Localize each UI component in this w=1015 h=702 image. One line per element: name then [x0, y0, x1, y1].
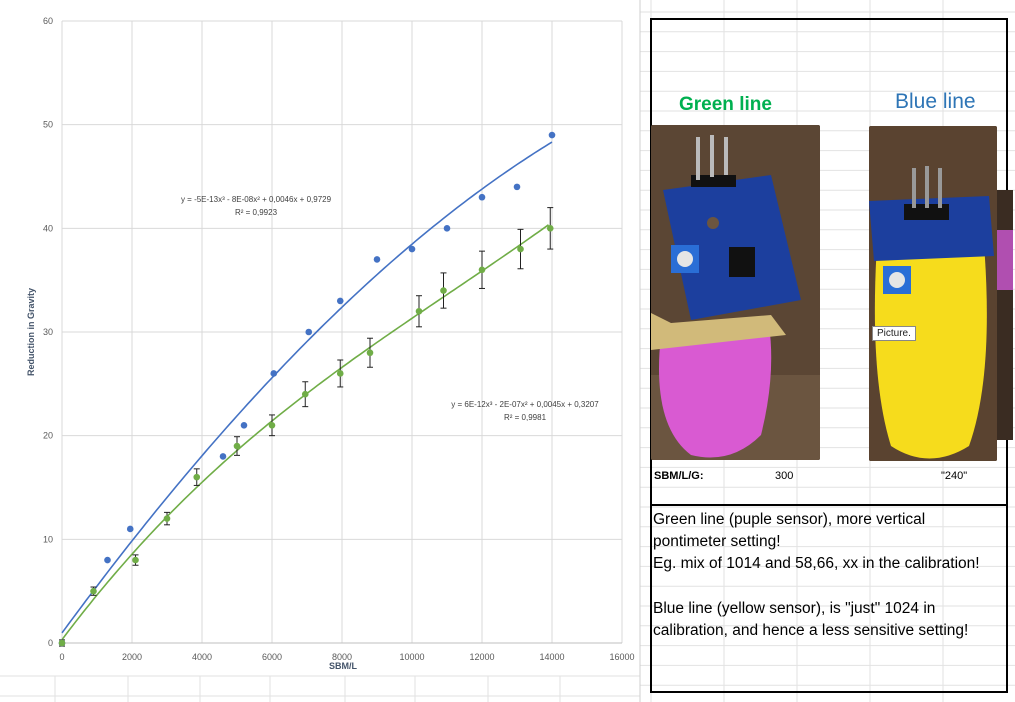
x-tick-label: 0 [59, 652, 64, 662]
blue-line-label: Blue line [895, 90, 976, 113]
x-axis-title: SBM/L [329, 661, 358, 671]
data-point-series-2 [440, 287, 447, 294]
data-point-series-2 [517, 245, 524, 253]
data-point-series-2 [478, 266, 486, 274]
sbm-value-green: 300 [775, 470, 794, 482]
data-point-series-1 [126, 525, 134, 533]
note-line: Eg. mix of 1014 and 58,66, xx in the cal… [653, 555, 980, 572]
scatter-chart: 0 2000 4000 6000 8000 10000 12000 14000 16000 0 10… [26, 16, 635, 671]
note-line: calibration, and hence a less sensitive … [653, 622, 969, 639]
data-point-series-2 [193, 473, 201, 481]
trendline-2-r2: R² = 0,9981 [504, 413, 547, 422]
panel-divider [650, 504, 1008, 506]
x-tick-label: 10000 [399, 652, 424, 662]
trendline-1-equation: y = -5E-13x³ - 8E-08x² + 0,0046x + 0,972… [181, 195, 332, 204]
picture-tooltip: Picture. [872, 326, 916, 341]
data-point-series-1 [270, 370, 278, 377]
data-point-series-1 [336, 297, 344, 305]
y-tick-label: 20 [43, 431, 53, 441]
data-point-series-2 [546, 225, 554, 232]
data-point-series-1 [104, 556, 111, 564]
y-tick-label: 10 [43, 534, 53, 544]
data-point-series-1 [443, 225, 451, 232]
data-point-series-2 [268, 422, 276, 429]
data-point-series-2 [90, 587, 97, 595]
purple-sensor-photo[interactable] [651, 125, 820, 460]
data-point-series-1 [548, 131, 556, 139]
y-tick-label: 40 [43, 223, 53, 233]
data-point-series-1 [219, 453, 227, 460]
data-point-series-1 [513, 183, 521, 191]
data-point-series-2 [58, 639, 66, 647]
x-tick-label: 12000 [469, 652, 494, 662]
x-tick-label: 8000 [332, 652, 352, 662]
data-point-series-2 [415, 307, 423, 315]
data-point-series-1 [240, 422, 248, 429]
data-point-series-1 [373, 256, 381, 263]
data-point-series-2 [132, 556, 139, 564]
y-tick-label: 50 [43, 120, 53, 130]
data-point-series-1 [305, 328, 313, 336]
trendline-1 [61, 141, 553, 634]
x-tick-label: 14000 [539, 652, 564, 662]
trendline-2-equation: y = 6E-12x³ - 2E-07x² + 0,0045x + 0,3207 [451, 400, 599, 409]
data-point-series-2 [233, 442, 241, 450]
data-point-series-2 [301, 390, 309, 398]
y-tick-label: 30 [43, 327, 53, 337]
data-point-series-1 [408, 245, 416, 253]
note-line: Green line (puple sensor), more vertical [653, 511, 926, 528]
yellow-sensor-photo[interactable] [869, 126, 997, 461]
trendline-2 [61, 224, 549, 641]
y-axis-title: Reduction in Gravity [26, 288, 36, 376]
y-tick-label: 0 [48, 638, 53, 648]
x-tick-label: 6000 [262, 652, 282, 662]
data-point-series-2 [366, 349, 374, 357]
green-line-label: Green line [679, 94, 772, 115]
data-point-series-1 [478, 193, 486, 201]
x-tick-label: 16000 [609, 652, 634, 662]
sbm-value-blue: "240" [941, 470, 968, 482]
data-point-series-2 [163, 515, 171, 522]
sbm-label: SBM/L/G: [654, 470, 704, 482]
note-line: Blue line (yellow sensor), is "just" 102… [653, 600, 936, 617]
note-line: pontimeter setting! [653, 533, 781, 550]
x-tick-label: 2000 [122, 652, 142, 662]
data-point-series-2 [336, 370, 344, 377]
photo-edge-strip [997, 190, 1013, 440]
trendline-1-r2: R² = 0,9923 [235, 208, 278, 217]
x-tick-label: 4000 [192, 652, 212, 662]
y-tick-label: 60 [43, 16, 53, 26]
